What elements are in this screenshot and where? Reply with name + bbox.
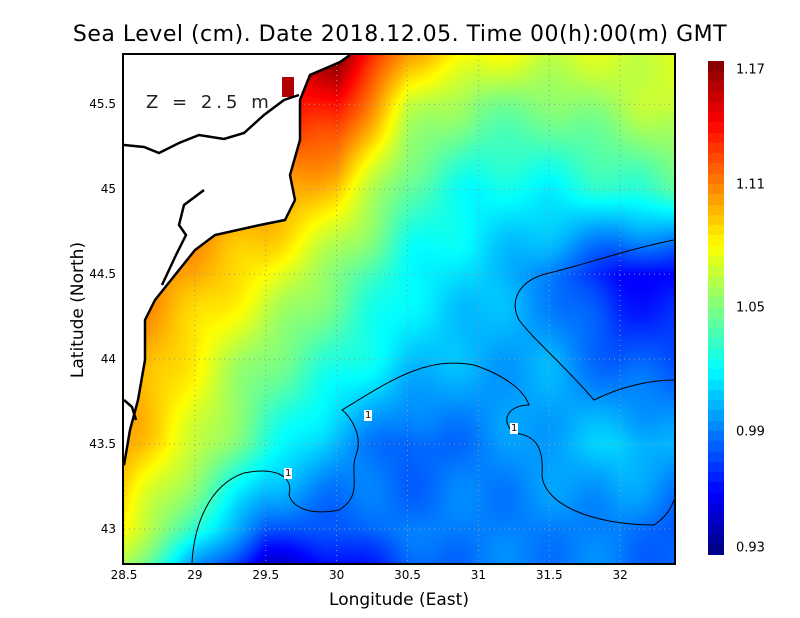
colorbar-tick-label: 0.99 [736,424,765,439]
gridlines [124,55,674,563]
y-axis-label: Latitude (North) [68,241,88,379]
depth-label: Z = 2.5 m [146,92,273,113]
colorbar-tick-label: 1.05 [736,300,765,316]
x-tick-label: 31.5 [535,568,563,582]
contour-line [514,239,674,401]
y-tick-label: 43.5 [89,437,116,452]
contour-label: 1 [510,423,519,434]
contour-line [191,362,674,563]
colorbar-tick-label: 1.17 [736,62,765,78]
coastline-inland [160,189,205,286]
colorbar-tick-label: 0.93 [736,540,765,556]
colorbar-tick-label: 1.11 [736,177,765,192]
x-tick-label: 32 [612,568,628,582]
map-overlay [124,55,674,563]
coastline-inland [124,93,300,155]
coastline-inland [124,399,138,421]
x-tick-label: 30.5 [394,568,421,582]
x-tick-label: 29 [187,568,203,582]
x-tick-label: 30 [328,568,345,582]
contour-label: 1 [364,410,373,421]
y-tick-label: 44.5 [89,267,116,282]
lagoon-cell [282,77,294,97]
x-tick-label: 28.5 [110,568,138,582]
y-tick-label: 43 [100,522,116,537]
map-plot-area: 1 1 1 [124,55,674,563]
y-tick-label: 45.5 [89,97,116,112]
y-tick-label: 45 [100,182,116,197]
contour-label: 1 [284,468,293,479]
x-axis-label: Longitude (East) [329,590,469,610]
figure-title: Sea Level (cm). Date 2018.12.05. Time 00… [72,22,728,47]
plot-frame [122,53,676,565]
y-tick-label: 44 [100,352,116,367]
colorbar [708,61,724,555]
x-tick-label: 29.5 [252,568,280,582]
coastline [124,55,351,466]
land-area [124,55,350,465]
x-tick-label: 31 [470,568,487,582]
